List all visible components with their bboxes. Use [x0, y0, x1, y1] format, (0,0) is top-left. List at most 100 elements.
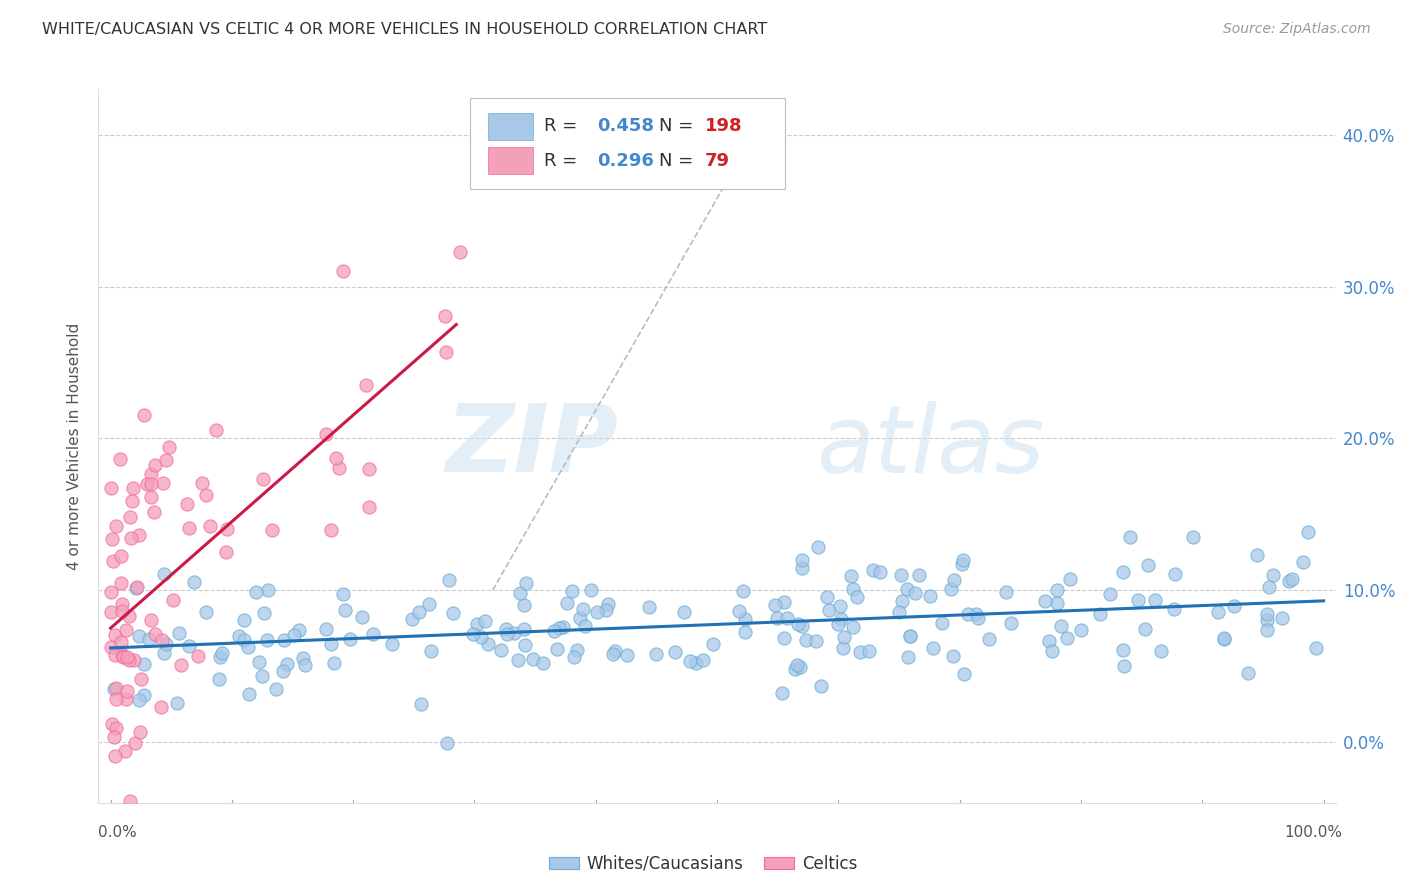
Point: [128, 629, 150, 643]
Point: [152, 476, 174, 491]
Point: [433, 310, 456, 324]
Point: [942, 648, 965, 663]
Point: [104, 748, 127, 763]
Point: [1246, 548, 1268, 562]
Point: [496, 626, 519, 640]
Point: [474, 614, 496, 628]
Point: [637, 599, 659, 614]
Point: [1045, 596, 1067, 610]
Point: [232, 633, 254, 648]
Point: [572, 601, 595, 615]
Point: [1236, 665, 1258, 680]
Point: [470, 630, 492, 644]
Point: [167, 626, 190, 640]
Point: [922, 641, 945, 656]
Point: [104, 648, 127, 662]
Point: [509, 586, 531, 600]
Point: [110, 646, 132, 660]
Point: [118, 794, 141, 808]
Point: [117, 684, 139, 698]
Point: [506, 653, 529, 667]
Point: [208, 650, 231, 665]
Point: [562, 650, 585, 665]
Point: [100, 640, 122, 655]
Point: [120, 531, 142, 545]
Point: [1040, 644, 1063, 658]
Point: [1263, 568, 1285, 582]
Point: [121, 493, 143, 508]
Point: [1112, 658, 1135, 673]
Point: [477, 637, 499, 651]
Text: atlas: atlas: [815, 401, 1045, 491]
Point: [896, 582, 918, 596]
Point: [176, 498, 198, 512]
Point: [100, 481, 122, 495]
Point: [574, 618, 596, 632]
Text: R =: R =: [544, 152, 583, 169]
Point: [1305, 641, 1327, 656]
Point: [734, 612, 756, 626]
Point: [100, 717, 122, 731]
Point: [143, 626, 166, 640]
Point: [183, 575, 205, 590]
Point: [122, 652, 145, 666]
Text: R =: R =: [544, 118, 583, 136]
Point: [804, 633, 827, 648]
Point: [166, 696, 188, 710]
Point: [357, 500, 380, 515]
Point: [515, 638, 537, 652]
Point: [692, 652, 714, 666]
Point: [950, 557, 973, 571]
Point: [118, 653, 141, 667]
Point: [319, 637, 342, 651]
Point: [205, 423, 228, 437]
Point: [839, 568, 862, 582]
Point: [134, 408, 156, 422]
Point: [315, 622, 337, 636]
Point: [561, 583, 583, 598]
Point: [773, 631, 796, 645]
Point: [1212, 632, 1234, 646]
Point: [103, 682, 125, 697]
Point: [143, 505, 166, 519]
Text: 79: 79: [704, 152, 730, 169]
Point: [904, 586, 927, 600]
Point: [918, 590, 941, 604]
Point: [187, 649, 209, 664]
Point: [645, 648, 668, 662]
Point: [408, 605, 430, 619]
Point: [1281, 572, 1303, 586]
Point: [1112, 643, 1135, 657]
Point: [1163, 601, 1185, 615]
Point: [211, 646, 233, 660]
Point: [832, 640, 855, 655]
Point: [139, 614, 162, 628]
Point: [110, 604, 132, 618]
Point: [1164, 567, 1187, 582]
Point: [139, 477, 162, 491]
Point: [828, 599, 851, 614]
Point: [1296, 524, 1319, 539]
Point: [111, 650, 134, 665]
Point: [1208, 605, 1230, 619]
Point: [522, 652, 544, 666]
Point: [586, 605, 609, 619]
Point: [124, 736, 146, 750]
Point: [1150, 644, 1173, 658]
Point: [434, 345, 457, 359]
Point: [271, 665, 294, 679]
Point: [491, 643, 513, 657]
Point: [292, 651, 315, 665]
Point: [994, 585, 1017, 599]
Point: [335, 603, 357, 617]
Point: [169, 658, 191, 673]
Point: [100, 605, 122, 619]
Point: [569, 611, 592, 625]
Point: [315, 426, 337, 441]
Point: [136, 477, 159, 491]
Point: [127, 580, 149, 594]
Point: [1059, 572, 1081, 586]
Point: [907, 568, 929, 582]
Point: [785, 662, 807, 676]
Point: [350, 610, 373, 624]
